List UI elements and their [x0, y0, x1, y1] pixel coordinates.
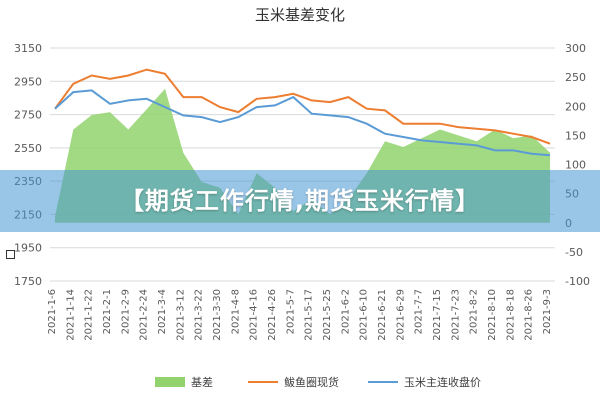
right-tick-label: -100	[565, 275, 590, 288]
x-tick-label: 2021-5-25	[322, 289, 333, 341]
x-tick-label: 2021-8-26	[524, 289, 535, 341]
x-tick-label: 2021-7-23	[450, 289, 461, 341]
left-tick-label: 1950	[14, 242, 42, 255]
x-tick-label: 2021-8-10	[487, 289, 498, 341]
banner-text: 【期货工作行情,期货玉米行情】	[119, 187, 481, 215]
left-tick-label: 2950	[14, 75, 42, 88]
legend-label: 鲅鱼圈现货	[284, 375, 339, 389]
left-tick-label: 3150	[14, 42, 42, 55]
x-tick-label: 2021-1-22	[84, 289, 95, 341]
legend-label: 玉米主连收盘价	[404, 375, 481, 389]
x-tick-label: 2021-3-30	[212, 289, 223, 341]
x-tick-label: 2021-9-3	[542, 289, 553, 334]
right-tick-label: 250	[565, 71, 586, 84]
x-tick-label: 2021-6-10	[359, 289, 370, 341]
x-tick-label: 2021-5-17	[304, 289, 315, 341]
series-line-futures	[54, 89, 551, 157]
x-tick-label: 2021-7-7	[414, 289, 425, 334]
x-tick-label: 2021-5-7	[285, 289, 296, 334]
x-tick-label: 2021-3-4	[157, 289, 168, 334]
right-tick-label: -50	[565, 246, 583, 259]
x-tick-label: 2021-6-29	[395, 289, 406, 341]
cursor-marker-icon	[6, 250, 15, 259]
chart-title: 玉米基差变化	[254, 6, 345, 24]
right-tick-label: 150	[565, 129, 586, 142]
x-tick-label: 2021-1-14	[65, 289, 76, 341]
x-tick-label: 2021-3-22	[194, 289, 205, 341]
legend-label: 基差	[191, 375, 213, 389]
x-tick-label: 2021-4-8	[230, 289, 241, 334]
legend-swatch	[155, 377, 185, 387]
right-tick-label: 200	[565, 100, 586, 113]
x-tick-label: 2021-8-2	[469, 289, 480, 334]
left-tick-label: 1750	[14, 275, 42, 288]
series-line-spot	[54, 68, 551, 145]
x-tick-label: 2021-2-24	[139, 289, 150, 341]
x-tick-label: 2021-8-18	[505, 289, 516, 341]
title-banner: 【期货工作行情,期货玉米行情】	[0, 170, 600, 232]
left-tick-label: 2550	[14, 142, 42, 155]
x-tick-label: 2021-4-26	[267, 289, 278, 341]
x-tick-label: 2021-7-15	[432, 289, 443, 341]
right-tick-label: 300	[565, 42, 586, 55]
x-tick-label: 2021-6-2	[340, 289, 351, 334]
right-tick-label: 100	[565, 159, 586, 172]
x-tick-label: 2021-2-9	[120, 289, 131, 334]
x-tick-label: 2021-6-21	[377, 289, 388, 341]
x-tick-label: 2021-1-6	[47, 289, 58, 334]
x-tick-label: 2021-3-12	[175, 289, 186, 341]
x-tick-label: 2021-2-1	[102, 289, 113, 334]
x-tick-label: 2021-4-16	[249, 289, 260, 341]
left-tick-label: 2750	[14, 109, 42, 122]
